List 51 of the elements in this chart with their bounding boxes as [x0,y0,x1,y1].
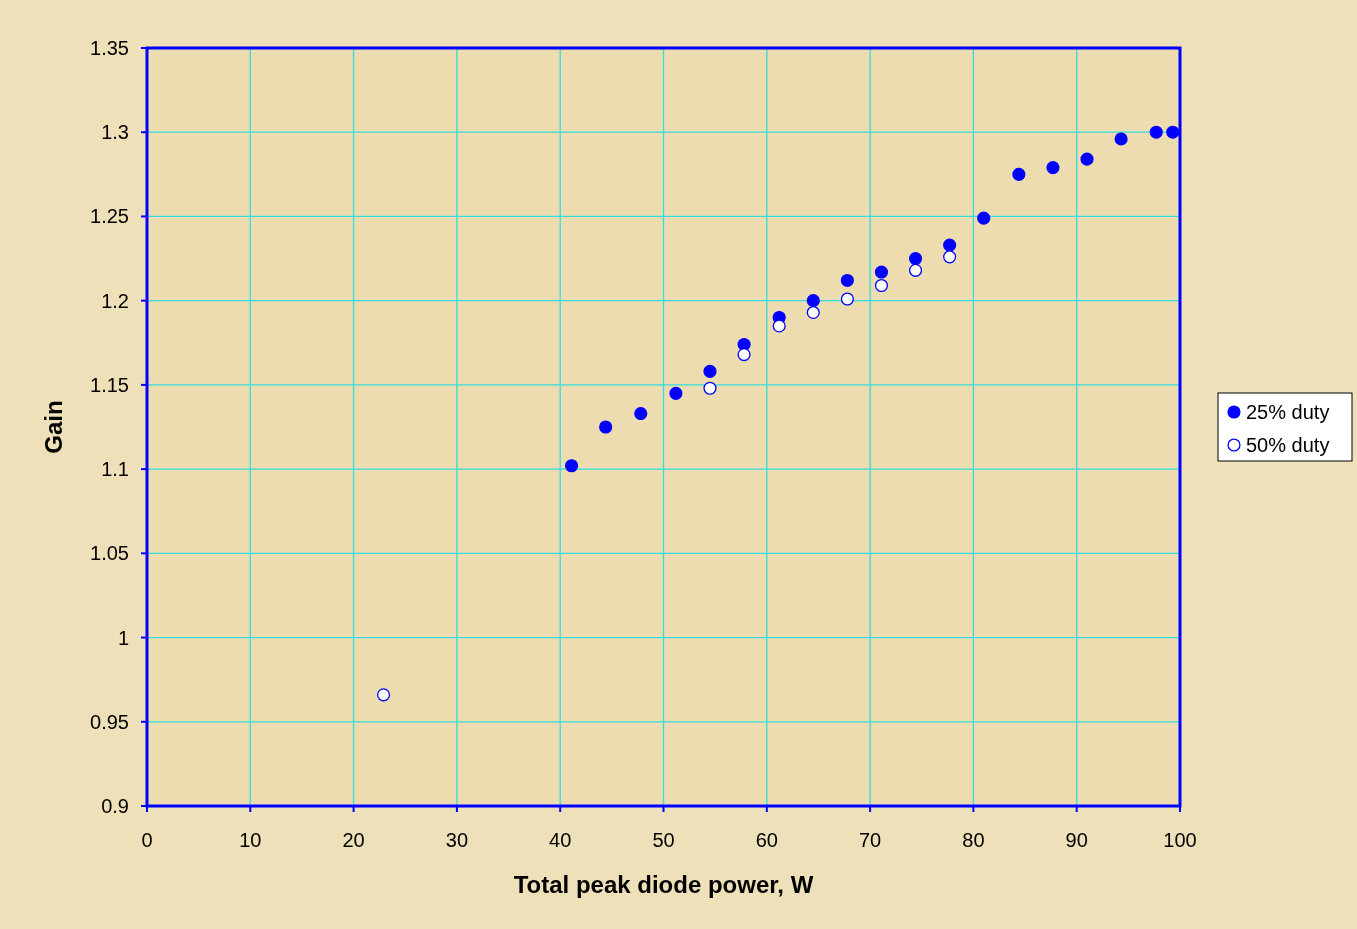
x-tick-label: 10 [239,829,262,851]
x-tick-label: 90 [1065,829,1088,851]
point [1080,152,1094,166]
point [703,381,717,395]
point [565,459,579,473]
x-tick-label: 70 [858,829,882,851]
point [806,294,820,308]
x-tick-label: 80 [962,829,985,851]
x-axis-title: Total peak diode power, W [513,871,814,898]
point [1046,161,1060,175]
y-tick-label: 1.25 [90,205,129,228]
point [669,386,683,400]
point [376,688,391,702]
point [943,238,957,252]
point [874,265,889,279]
x-tick-label: 0 [141,829,153,851]
point [840,292,854,306]
legend-label: 50% duty [1246,434,1330,456]
x-tick-label: 100 [1163,829,1197,851]
x-tick-label: 60 [755,829,778,851]
point [1114,132,1128,146]
point [772,319,786,333]
point [943,250,957,264]
y-tick-label: 0.9 [101,795,129,817]
y-axis-title: Gain [40,400,67,454]
point [703,364,717,378]
x-tick-label: 50 [652,829,675,851]
y-tick-label: 1.1 [101,458,129,481]
y-tick-label: 1.05 [90,542,129,565]
x-tick-label: 40 [549,829,572,851]
y-tick-label: 1.2 [101,289,129,312]
x-tick-label: 20 [342,829,365,851]
legend-label: 25% duty [1246,401,1330,423]
point [908,263,923,277]
point [1149,125,1163,139]
point [1166,125,1180,139]
point [599,420,613,434]
y-tick-label: 1 [117,626,129,649]
point [908,252,923,266]
point [634,406,648,421]
point [840,273,854,288]
x-tick-label: 30 [445,829,469,851]
y-tick-label: 0.95 [90,710,129,733]
point [977,211,991,225]
y-tick-label: 1.35 [90,37,129,59]
point [874,278,889,293]
point [1012,167,1026,181]
point [737,348,751,362]
y-tick-label: 1.15 [90,373,129,396]
point [806,305,820,320]
y-tick-label: 1.3 [101,121,129,144]
